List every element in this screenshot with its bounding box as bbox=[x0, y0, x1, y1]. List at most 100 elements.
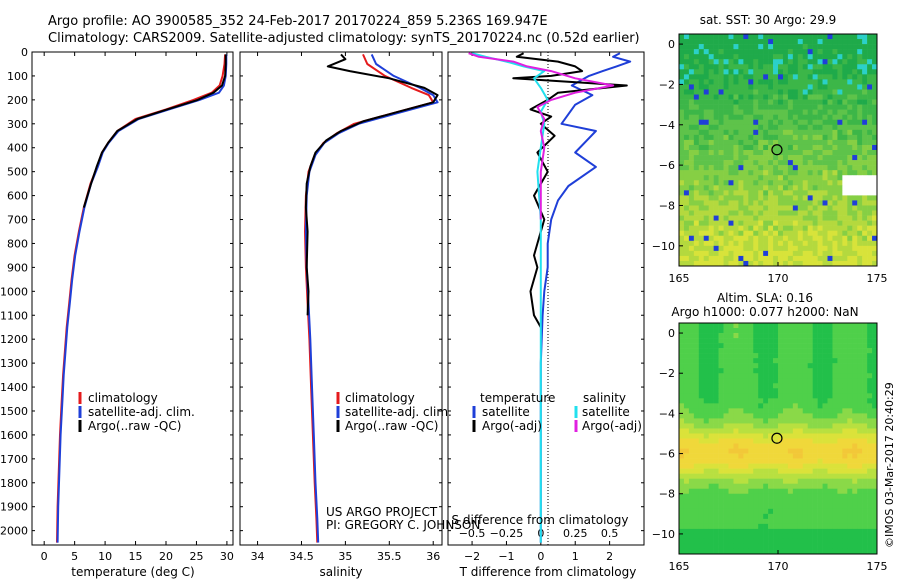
map-cell bbox=[728, 328, 734, 334]
map-cell bbox=[738, 488, 744, 495]
map-cell bbox=[748, 124, 754, 131]
map-cell bbox=[743, 378, 749, 384]
map-cell bbox=[718, 240, 724, 247]
map-cell bbox=[778, 453, 784, 459]
map-cell bbox=[872, 195, 878, 201]
map-cell bbox=[743, 353, 749, 359]
map-cell bbox=[872, 523, 878, 530]
map-cell bbox=[753, 180, 759, 186]
map-cell bbox=[703, 74, 709, 80]
map-cell bbox=[837, 94, 843, 100]
map-cell bbox=[728, 493, 734, 500]
map-cell bbox=[812, 393, 818, 399]
map-cell bbox=[773, 144, 779, 151]
map-cell bbox=[812, 89, 818, 95]
map-cell bbox=[748, 260, 754, 267]
map-cell bbox=[683, 423, 690, 429]
map-cell bbox=[763, 225, 769, 231]
map-cell bbox=[733, 328, 739, 334]
map-cell bbox=[768, 230, 774, 237]
map-cell bbox=[842, 428, 848, 434]
map-cell bbox=[723, 418, 729, 424]
map-cell bbox=[787, 155, 794, 161]
map-cell bbox=[743, 205, 749, 211]
map-cell bbox=[733, 358, 739, 364]
map-cell bbox=[778, 200, 784, 206]
depth-tick-label: 700 bbox=[7, 214, 28, 227]
map-cell bbox=[802, 150, 808, 156]
map-cell bbox=[797, 215, 804, 221]
map-cell bbox=[862, 533, 868, 540]
map-cell bbox=[683, 498, 690, 505]
map-cell bbox=[723, 175, 729, 181]
map-cell bbox=[797, 478, 804, 484]
map-cell bbox=[782, 338, 789, 344]
map-cell bbox=[817, 44, 823, 50]
map-cell bbox=[743, 528, 749, 535]
map-cell bbox=[842, 358, 848, 364]
map-cell bbox=[852, 513, 858, 520]
map-cell bbox=[679, 363, 685, 369]
map-cell bbox=[807, 89, 813, 95]
map-cell bbox=[688, 180, 695, 186]
map-cell bbox=[782, 134, 789, 141]
map-cell bbox=[683, 338, 690, 344]
sst-map-title: sat. SST: 30 Argo: 29.9 bbox=[700, 13, 837, 27]
map-cell bbox=[703, 114, 709, 121]
map-cell bbox=[723, 210, 729, 216]
map-cell bbox=[698, 74, 705, 80]
map-cell bbox=[698, 463, 705, 469]
map-cell bbox=[728, 418, 734, 424]
map-cell bbox=[792, 383, 799, 389]
map-cell bbox=[743, 54, 749, 60]
map-cell bbox=[683, 458, 690, 464]
map-cell bbox=[713, 498, 719, 505]
map-cell bbox=[822, 508, 828, 515]
map-cell bbox=[812, 180, 818, 186]
map-cell bbox=[812, 104, 818, 110]
map-cell bbox=[852, 175, 858, 181]
map-cell bbox=[822, 74, 828, 80]
map-cell bbox=[733, 59, 739, 65]
map-cell bbox=[698, 503, 705, 510]
map-cell bbox=[867, 255, 873, 262]
map-cell bbox=[768, 353, 774, 359]
map-cell bbox=[763, 200, 769, 206]
map-cell bbox=[832, 59, 838, 65]
map-cell bbox=[748, 533, 754, 540]
map-cell bbox=[743, 170, 749, 176]
map-cell bbox=[847, 533, 853, 540]
map-cell bbox=[708, 134, 714, 141]
map-cell bbox=[792, 398, 799, 404]
map-cell bbox=[733, 413, 739, 419]
map-cell bbox=[852, 378, 858, 384]
map-cell bbox=[787, 508, 794, 515]
map-cell bbox=[847, 49, 853, 55]
map-cell bbox=[862, 79, 868, 85]
map-cell bbox=[718, 518, 724, 525]
map-cell bbox=[852, 124, 858, 131]
map-cell bbox=[728, 523, 734, 530]
map-cell bbox=[778, 190, 784, 196]
map-cell bbox=[708, 468, 714, 474]
map-cell bbox=[698, 155, 705, 161]
map-cell bbox=[768, 175, 774, 181]
map-cell bbox=[708, 423, 714, 429]
map-cell bbox=[773, 413, 779, 419]
map-cell bbox=[842, 255, 848, 262]
map-cell bbox=[812, 54, 818, 60]
map-cell bbox=[807, 129, 813, 136]
map-cell bbox=[847, 428, 853, 434]
depth-tick-label: 1700 bbox=[0, 453, 28, 466]
salinity-x-axis: 34 34.5 35 35.5 36 bbox=[251, 52, 440, 563]
map-cell bbox=[867, 49, 873, 55]
map-cell bbox=[842, 353, 848, 359]
map-cell bbox=[872, 225, 878, 231]
map-cell bbox=[807, 44, 813, 50]
map-cell bbox=[812, 235, 818, 242]
map-cell bbox=[683, 453, 690, 459]
map-cell bbox=[708, 170, 714, 176]
map-cell bbox=[792, 413, 799, 419]
map-cell bbox=[862, 483, 868, 490]
map-cell bbox=[713, 134, 719, 141]
